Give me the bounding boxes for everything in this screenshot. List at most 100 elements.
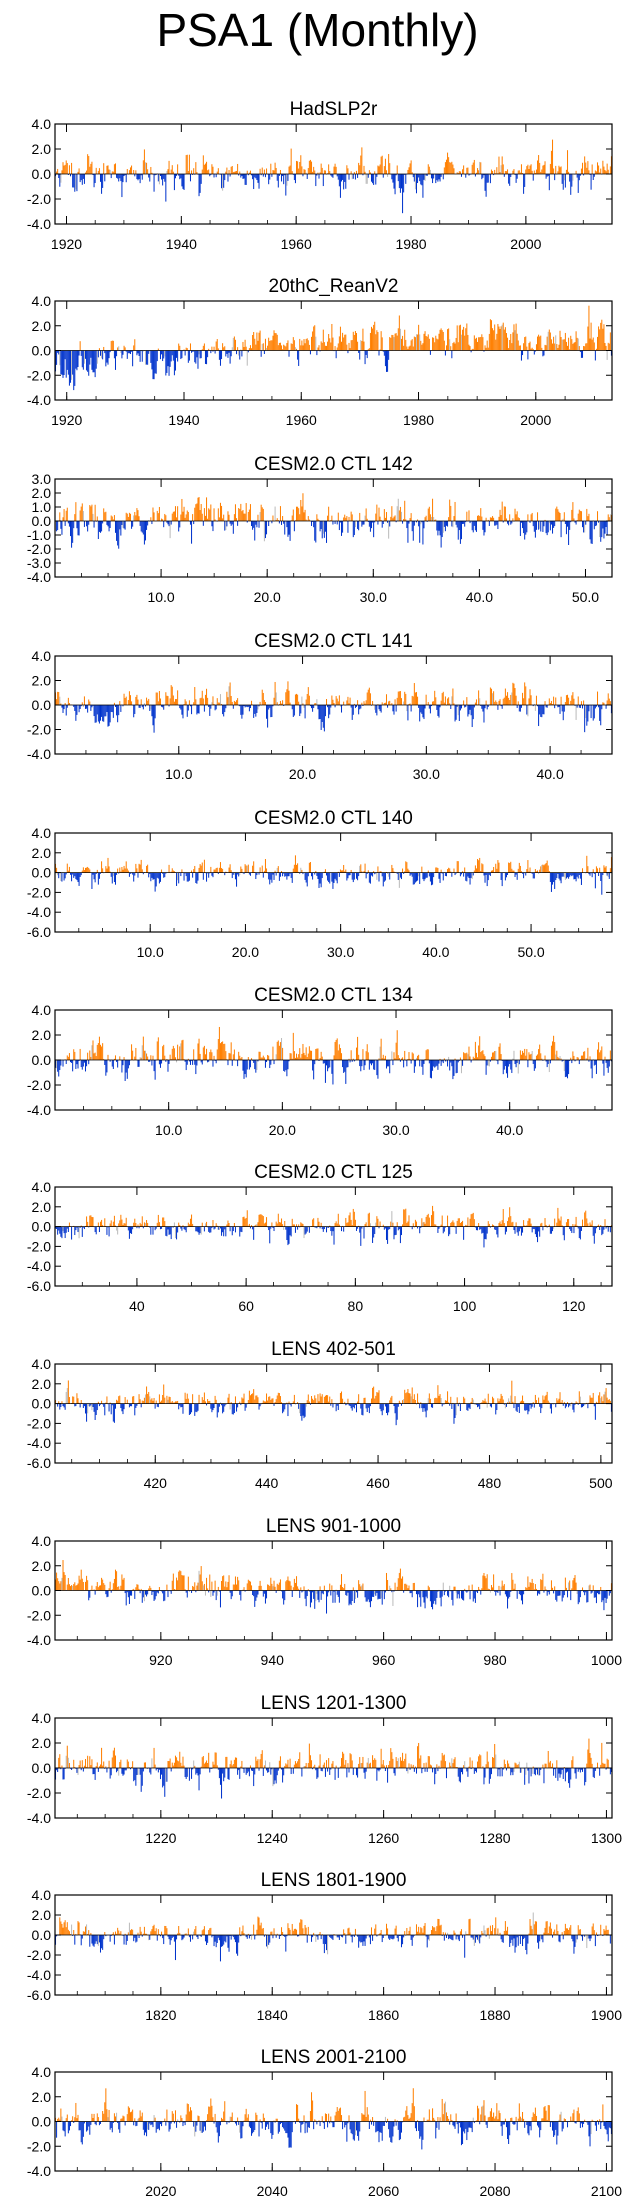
- bar: [529, 689, 531, 705]
- bar: [79, 341, 81, 351]
- bar: [429, 514, 431, 521]
- bar: [520, 705, 522, 708]
- bar: [307, 1589, 309, 1591]
- bar: [198, 867, 200, 873]
- bar: [275, 1590, 277, 1593]
- bar: [584, 705, 586, 733]
- bar: [519, 705, 521, 712]
- bar: [324, 1060, 326, 1083]
- bar: [435, 1590, 437, 1605]
- bar: [482, 1226, 484, 1233]
- bar: [200, 1226, 202, 1235]
- bar: [82, 1226, 84, 1228]
- bar: [471, 1397, 473, 1404]
- bar: [82, 1060, 84, 1067]
- bar: [142, 1590, 144, 1598]
- bar: [334, 872, 336, 879]
- bar: [174, 506, 176, 521]
- bar: [138, 1226, 140, 1229]
- bar: [62, 705, 64, 713]
- bar: [300, 155, 302, 174]
- bar: [152, 1400, 154, 1404]
- bar: [158, 1060, 160, 1065]
- bar: [203, 343, 205, 351]
- bar: [397, 328, 399, 351]
- bar: [62, 1060, 64, 1067]
- bar: [87, 1403, 89, 1414]
- bar: [372, 1590, 374, 1597]
- bar: [231, 1060, 233, 1066]
- bar: [383, 703, 385, 705]
- x-tick-label: 1980: [395, 236, 426, 252]
- bar: [102, 174, 104, 188]
- bar: [266, 1590, 268, 1599]
- bar: [217, 702, 219, 705]
- bar: [364, 1397, 366, 1404]
- bar: [118, 1223, 120, 1227]
- bar: [546, 860, 548, 873]
- bar: [524, 1048, 526, 1060]
- bar: [296, 1224, 298, 1227]
- bar: [363, 1060, 365, 1071]
- bar: [573, 872, 575, 880]
- bar: [509, 863, 511, 873]
- bar: [592, 337, 594, 351]
- bar: [563, 174, 565, 181]
- bar: [268, 1584, 270, 1591]
- bar: [109, 1402, 111, 1404]
- bar: [593, 705, 595, 719]
- bar: [475, 1403, 477, 1405]
- bar: [533, 170, 535, 174]
- bar: [465, 521, 467, 523]
- bar: [547, 331, 549, 351]
- bar: [492, 870, 494, 873]
- y-tick-label: 4.0: [32, 648, 52, 664]
- bar: [452, 1060, 454, 1080]
- bar: [76, 521, 78, 529]
- bar: [532, 349, 534, 351]
- bar: [399, 174, 401, 193]
- bar: [362, 1049, 364, 1060]
- bar: [276, 1395, 278, 1404]
- bar: [181, 1575, 183, 1591]
- bar: [186, 1393, 188, 1404]
- bar: [201, 513, 203, 521]
- bar: [373, 1386, 375, 1404]
- y-tick-label: 2.0: [32, 1376, 52, 1392]
- bar: [188, 1590, 190, 1592]
- bar: [299, 338, 301, 351]
- bar: [259, 1580, 261, 1591]
- bar: [122, 350, 124, 355]
- bar: [227, 1060, 229, 1066]
- bar: [349, 872, 351, 876]
- bar: [495, 521, 497, 526]
- bar: [305, 172, 307, 174]
- bar: [517, 1060, 519, 1074]
- bar: [479, 1226, 481, 1230]
- bar: [365, 1590, 367, 1602]
- bar: [377, 1218, 379, 1227]
- bar: [212, 166, 214, 174]
- bar: [525, 336, 527, 351]
- bar: [180, 872, 182, 877]
- bar: [565, 872, 567, 879]
- bar: [357, 872, 359, 881]
- bar: [93, 1589, 95, 1591]
- bar: [577, 513, 579, 521]
- bar: [218, 517, 220, 521]
- bar: [544, 161, 546, 174]
- bar: [418, 1590, 420, 1595]
- bar: [579, 510, 581, 521]
- bar: [549, 1403, 551, 1409]
- bar: [223, 705, 225, 717]
- bar: [307, 168, 309, 174]
- bar: [281, 1402, 283, 1404]
- bar: [579, 1059, 581, 1060]
- bar: [182, 1403, 184, 1414]
- bar: [195, 1226, 197, 1232]
- bar: [558, 165, 560, 174]
- bar: [174, 350, 176, 371]
- bar: [91, 1045, 93, 1060]
- bar: [64, 1403, 66, 1410]
- bar: [151, 705, 153, 717]
